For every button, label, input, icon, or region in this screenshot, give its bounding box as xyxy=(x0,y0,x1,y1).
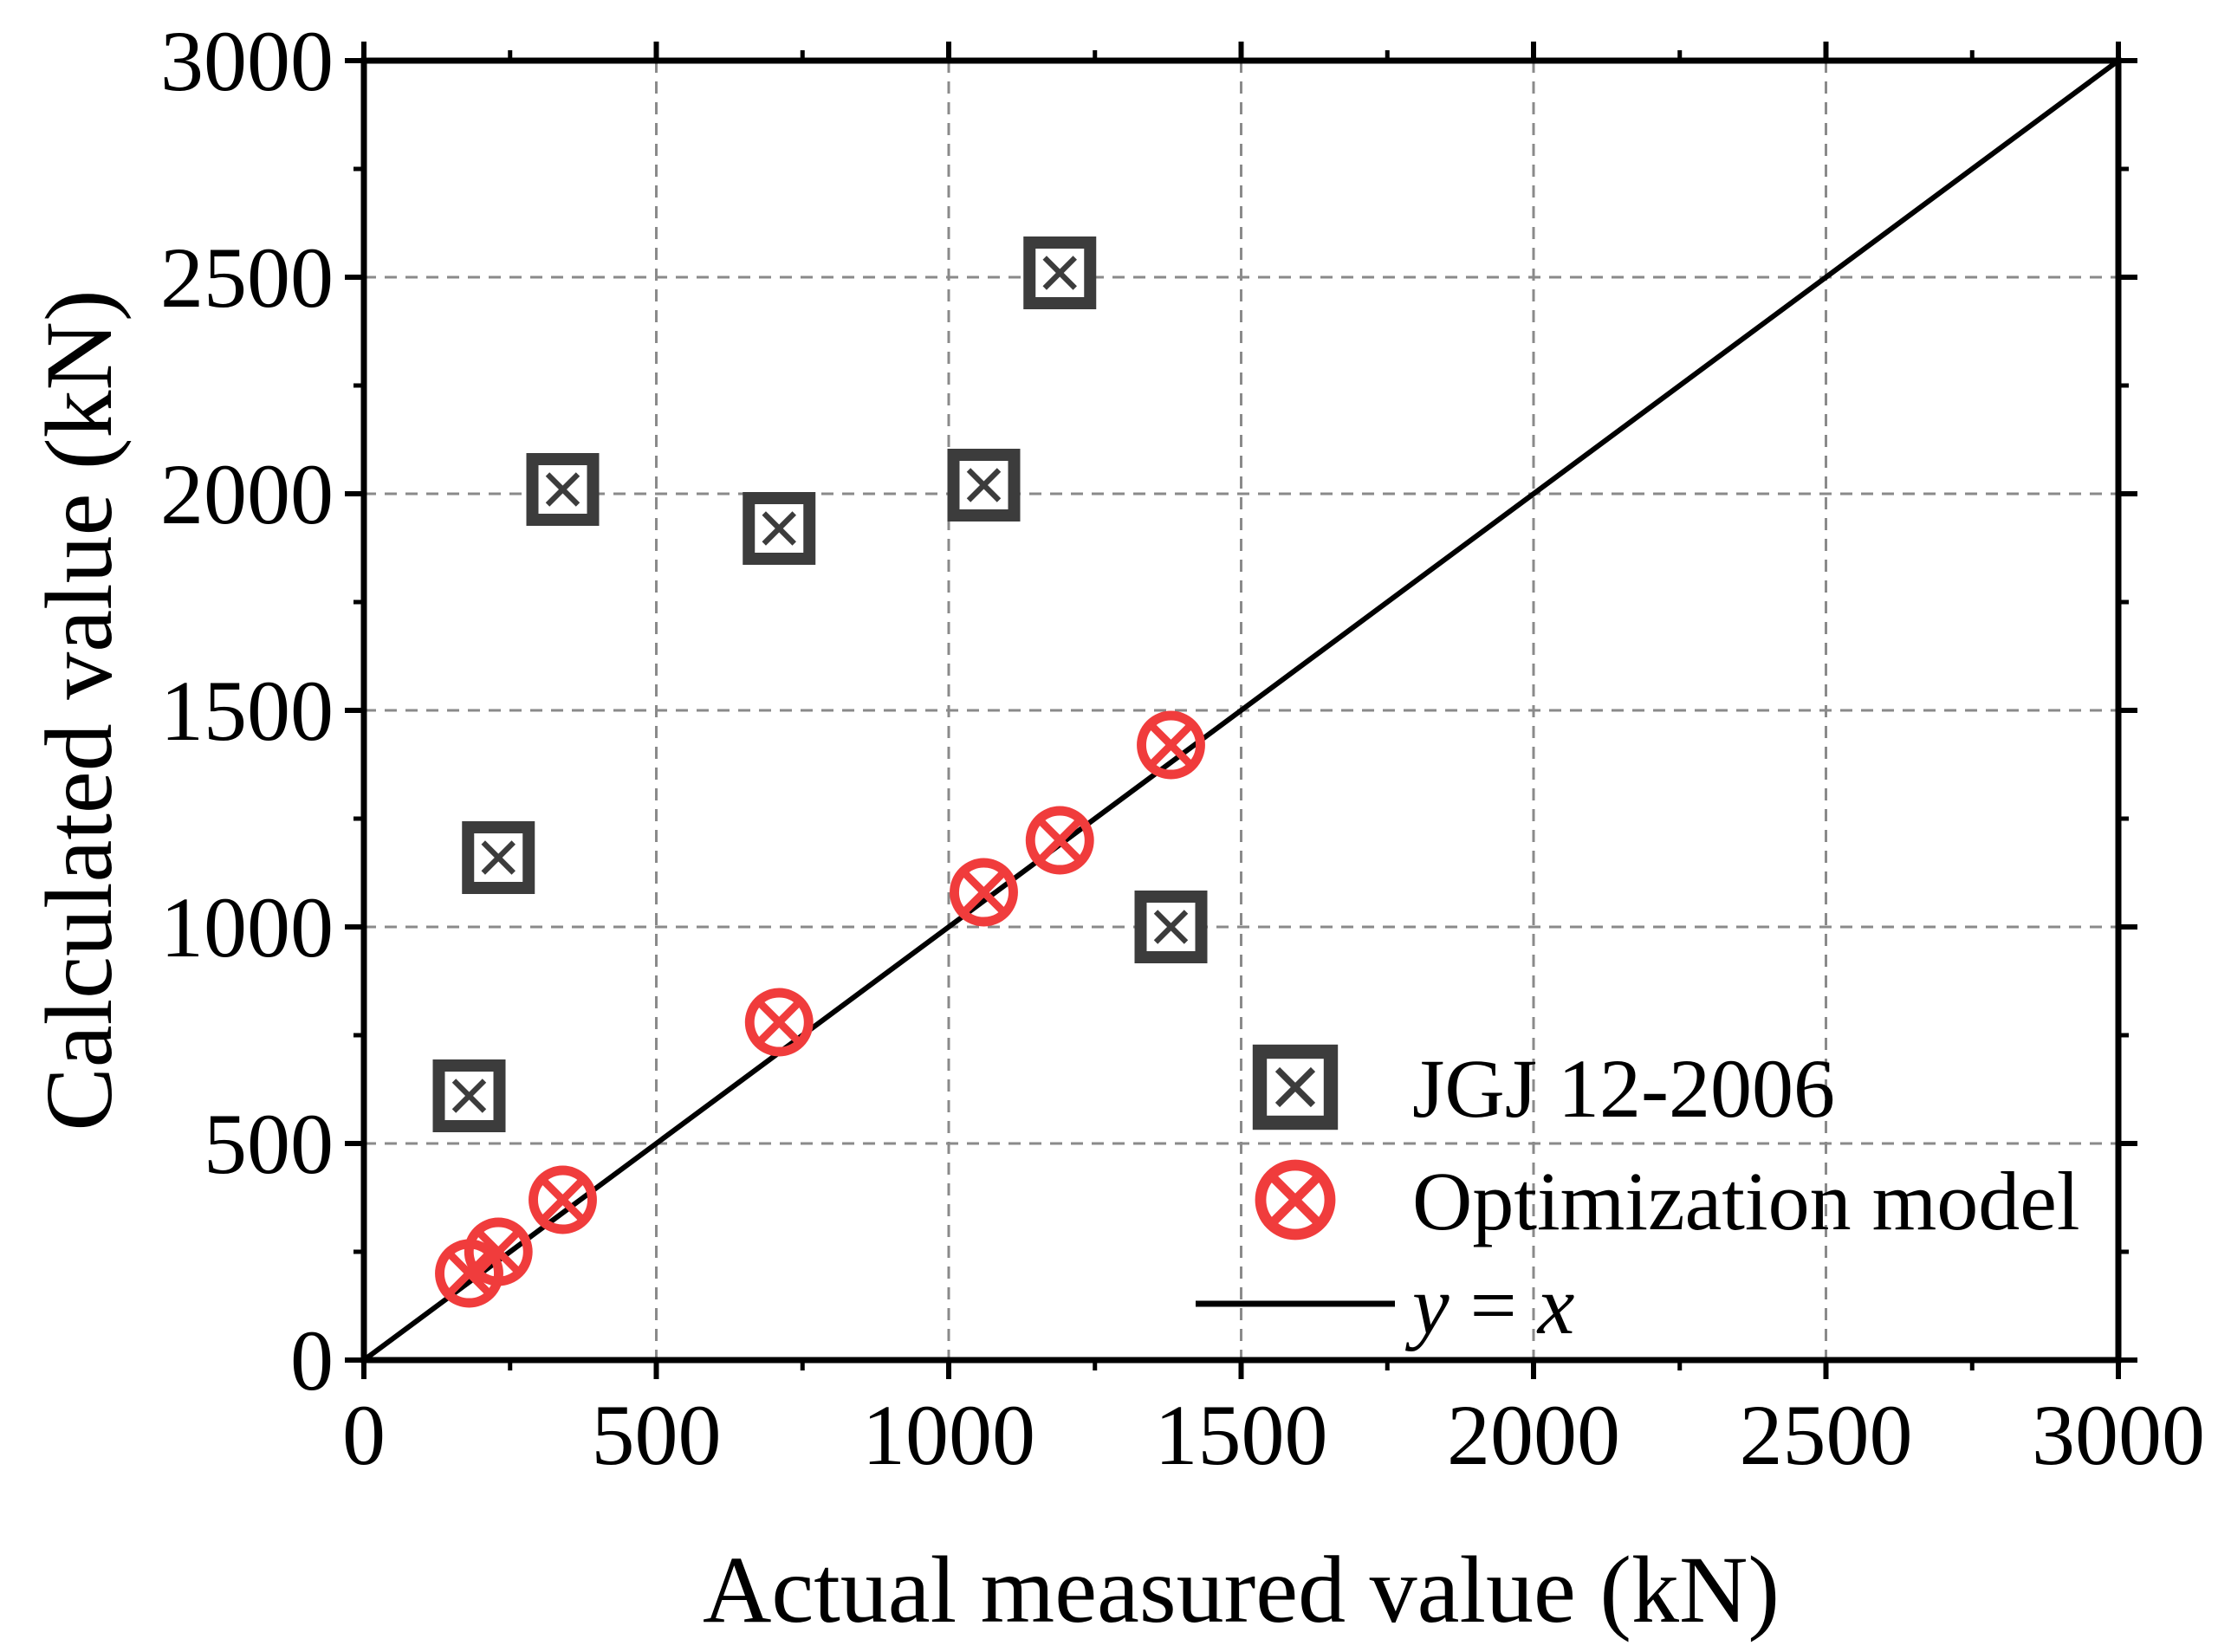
y-tick-label: 0 xyxy=(290,1312,334,1409)
x-tick-label: 1500 xyxy=(1155,1387,1328,1483)
y-tick-label: 500 xyxy=(204,1096,334,1192)
reference-line-y-equals-x xyxy=(362,58,2120,1363)
optimization-point-ring xyxy=(1025,806,1094,875)
optimization-point xyxy=(950,858,1018,927)
x-tick-label: 500 xyxy=(592,1387,722,1483)
jgj-point-cross-b xyxy=(481,840,516,875)
y-tick-label: 1000 xyxy=(160,879,334,975)
jgj-point xyxy=(743,492,816,565)
optimization-point xyxy=(464,1217,533,1286)
jgj-point xyxy=(1023,236,1097,309)
jgj-point xyxy=(947,449,1021,522)
optimization-point-cross-b xyxy=(959,868,1008,917)
jgj-point xyxy=(1134,891,1208,963)
legend-marker-optimization xyxy=(1255,1159,1336,1241)
jgj-point-box xyxy=(432,1059,506,1132)
legend-circle-x xyxy=(1255,1159,1336,1241)
jgj-point xyxy=(526,453,600,526)
legend-square-x-cross-b xyxy=(1274,1066,1316,1108)
jgj-point-box xyxy=(526,453,600,526)
legend-circle-x-cross-b xyxy=(1267,1171,1324,1228)
legend-circle-x-ring xyxy=(1255,1159,1336,1241)
optimization-point-ring xyxy=(1137,710,1205,780)
ticks-group: 0 500 1000 1500 2000 2500 3000 0 500 1000 1500 2000… xyxy=(160,13,2205,1483)
optimization-point-cross-b xyxy=(444,1249,494,1298)
x-tick-label: 3000 xyxy=(2032,1387,2205,1483)
optimization-point xyxy=(1137,710,1205,780)
optimization-point xyxy=(529,1165,597,1234)
jgj-point-cross-b xyxy=(451,1079,487,1113)
jgj-point-cross-b xyxy=(545,472,580,507)
y-tick-label: 2000 xyxy=(160,446,334,542)
legend-label-y: y xyxy=(1404,1259,1450,1351)
y-tick-label: 3000 xyxy=(160,13,334,109)
optimization-point-cross-b xyxy=(474,1228,522,1276)
jgj-point-cross-b xyxy=(966,468,1002,502)
markers-group xyxy=(432,236,1208,1308)
legend-label-optimization: Optimization model xyxy=(1412,1155,2080,1247)
optimization-point-cross-b xyxy=(1035,816,1084,865)
x-axis-title: Actual measured value (kN) xyxy=(703,1537,1780,1642)
reference-line-group xyxy=(362,58,2120,1363)
optimization-point-cross-b xyxy=(538,1176,587,1224)
optimization-point-ring xyxy=(464,1217,533,1286)
jgj-point xyxy=(432,1059,506,1132)
jgj-point-cross-b xyxy=(1153,910,1189,944)
jgj-point-cross-b xyxy=(762,511,796,546)
jgj-point-cross-b xyxy=(1042,256,1077,290)
legend-label-identity: y = x xyxy=(1404,1259,1574,1351)
y-axis-title: Calculated value (kN) xyxy=(26,289,132,1130)
optimization-point-ring xyxy=(950,858,1018,927)
legend-label-equals: = xyxy=(1450,1259,1538,1351)
optimization-point-cross-b xyxy=(1146,721,1196,769)
optimization-point-ring xyxy=(529,1165,597,1234)
jgj-point xyxy=(462,821,535,894)
legend-square-x xyxy=(1252,1044,1339,1130)
optimization-point-ring xyxy=(744,988,814,1057)
x-tick-label: 2000 xyxy=(1447,1387,1620,1483)
legend-label-jgj: JGJ 12-2006 xyxy=(1412,1042,1835,1135)
y-tick-label: 1500 xyxy=(160,663,334,759)
x-tick-label: 0 xyxy=(342,1387,386,1483)
optimization-point-cross-b xyxy=(755,998,803,1046)
jgj-point-box xyxy=(743,492,816,565)
legend-label-x: x xyxy=(1536,1259,1575,1351)
legend: JGJ 12-2006 Optimization model y = x xyxy=(1196,1042,2080,1351)
x-tick-label: 1000 xyxy=(862,1387,1035,1483)
y-tick-label: 2500 xyxy=(160,230,334,326)
optimization-point xyxy=(744,988,814,1057)
x-tick-label: 2500 xyxy=(1740,1387,1913,1483)
jgj-point-box xyxy=(1023,236,1097,309)
legend-marker-jgj xyxy=(1252,1044,1339,1130)
optimization-point xyxy=(1025,806,1094,875)
